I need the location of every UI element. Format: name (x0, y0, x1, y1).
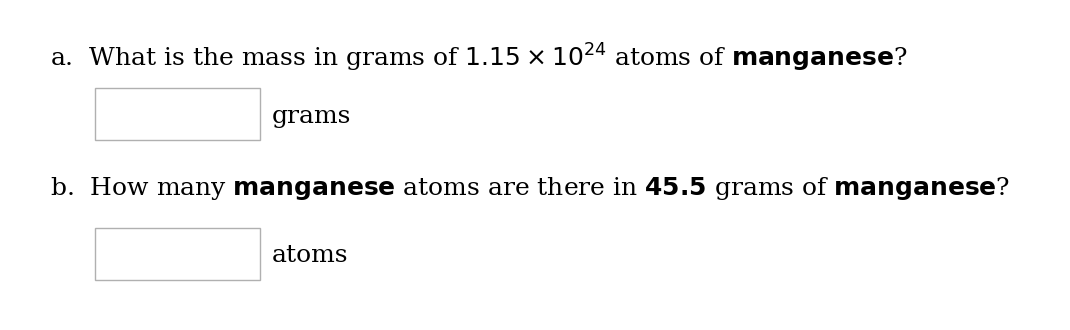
Text: b.  How many $\mathbf{manganese}$ atoms are there in $\mathbf{45.5}$ grams of $\: b. How many $\mathbf{manganese}$ atoms a… (50, 175, 1010, 202)
Text: grams: grams (272, 105, 351, 127)
FancyBboxPatch shape (95, 228, 260, 280)
Text: atoms: atoms (272, 245, 349, 268)
Text: a.  What is the mass in grams of $1.15 \times 10^{24}$ atoms of $\mathbf{mangane: a. What is the mass in grams of $1.15 \t… (50, 42, 907, 74)
FancyBboxPatch shape (95, 88, 260, 140)
